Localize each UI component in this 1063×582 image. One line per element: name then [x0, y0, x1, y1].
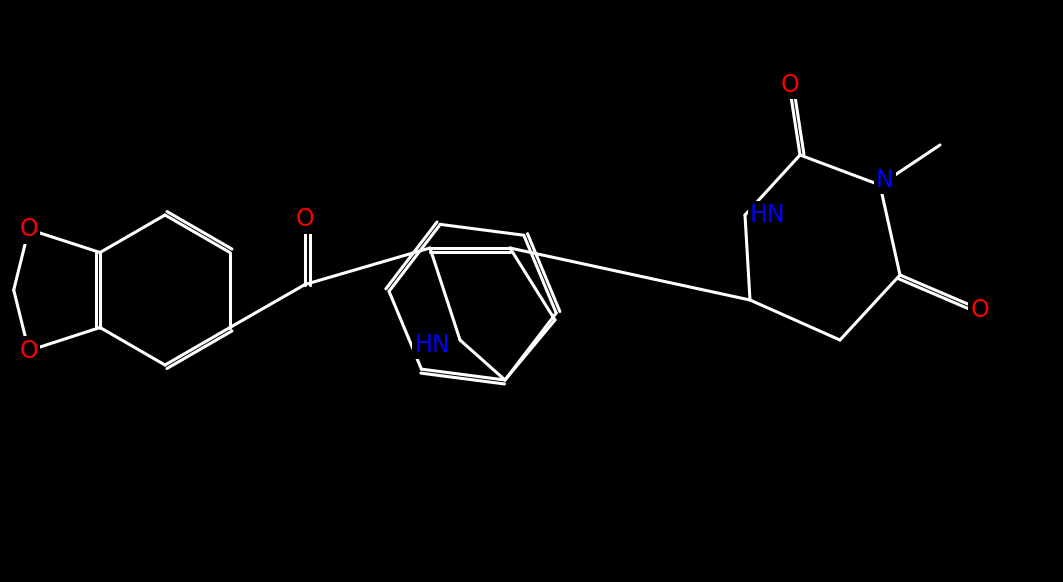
Text: O: O	[19, 217, 38, 242]
Text: O: O	[780, 73, 799, 97]
Text: N: N	[876, 168, 894, 192]
Text: HN: HN	[415, 333, 450, 357]
Text: O: O	[19, 339, 38, 363]
Text: HN: HN	[750, 203, 786, 227]
Text: O: O	[296, 208, 315, 232]
Text: O: O	[971, 298, 990, 322]
